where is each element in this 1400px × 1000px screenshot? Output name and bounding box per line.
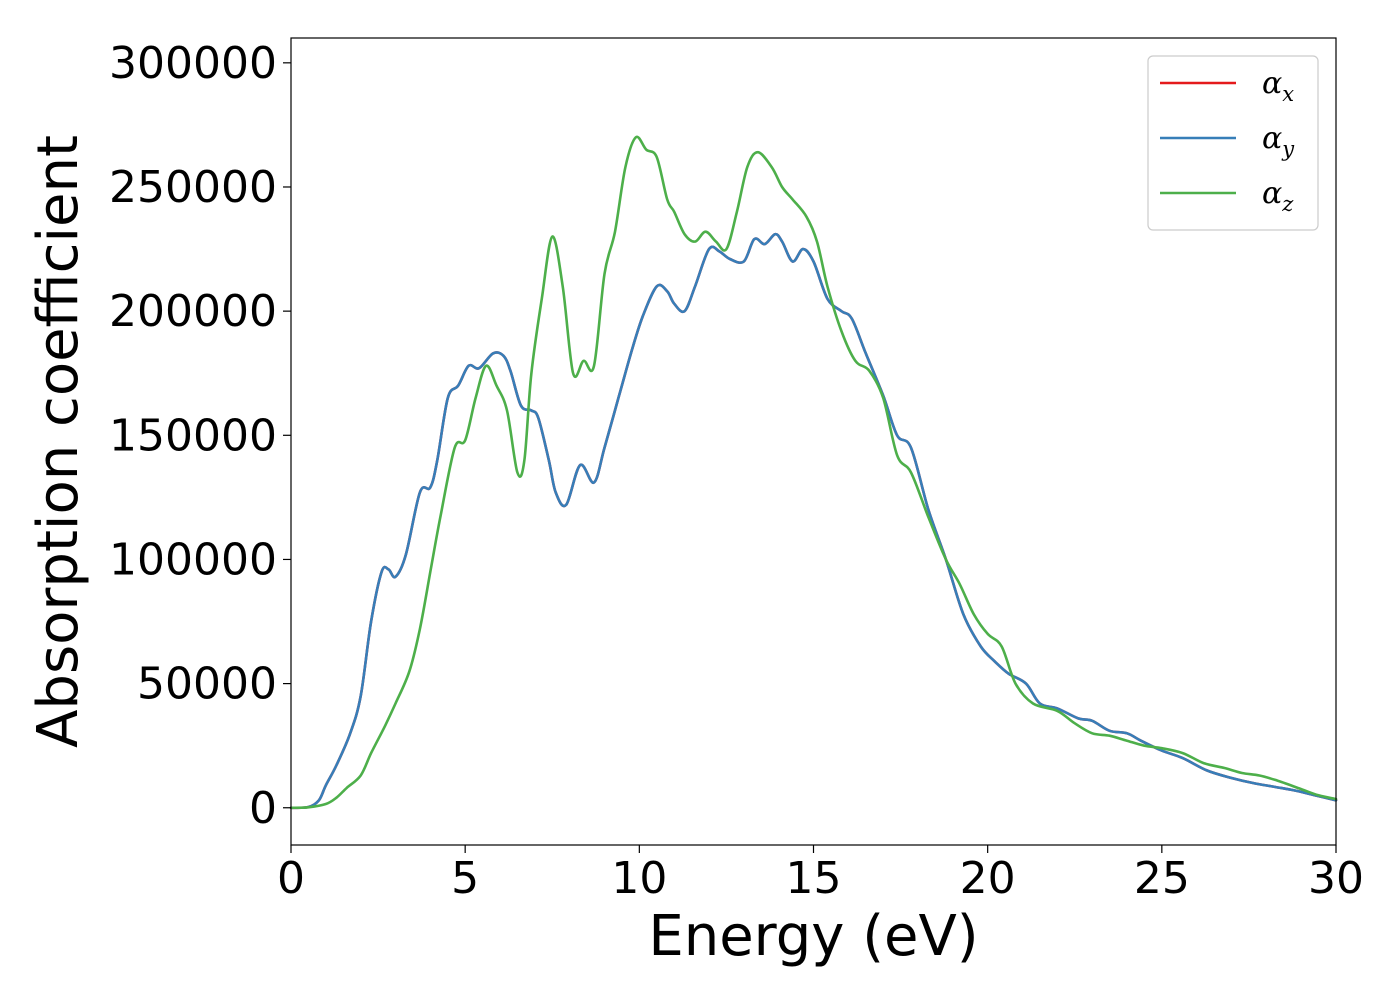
x-axis-label: Energy (eV) xyxy=(648,904,978,969)
y-tick-label: 50000 xyxy=(137,659,277,710)
y-tick-label: 100000 xyxy=(109,534,277,585)
y-tick-label: 300000 xyxy=(109,38,277,89)
series-lines xyxy=(289,135,1338,810)
y-axis-label: Absorption coefficient xyxy=(26,135,91,748)
x-tick-label: 0 xyxy=(277,853,305,904)
x-tick-label: 20 xyxy=(960,853,1016,904)
x-axis-ticks: 0 5 10 15 20 25 30 xyxy=(277,845,1364,904)
x-tick-label: 5 xyxy=(451,853,479,904)
x-tick-label: 30 xyxy=(1308,853,1364,904)
x-tick-label: 15 xyxy=(786,853,842,904)
legend-label-subscript: x xyxy=(1282,82,1294,106)
legend-label-subscript: z xyxy=(1281,192,1294,216)
legend-label-symbol: α xyxy=(1262,66,1282,101)
y-tick-label: 200000 xyxy=(109,286,277,337)
y-tick-label: 250000 xyxy=(109,162,277,213)
x-tick-label: 10 xyxy=(611,853,667,904)
legend-label-alpha-x: αx xyxy=(1262,66,1294,106)
legend-label-symbol: α xyxy=(1262,121,1282,156)
legend-label-alpha-z: αz xyxy=(1262,176,1294,216)
legend-label-symbol: α xyxy=(1262,176,1282,211)
y-tick-label: 150000 xyxy=(109,410,277,461)
legend-label-subscript: y xyxy=(1281,137,1295,161)
series-line-alpha-y xyxy=(289,232,1338,810)
legend-label-alpha-y: αy xyxy=(1262,121,1295,161)
series-line-alpha-z xyxy=(289,135,1338,810)
x-tick-label: 25 xyxy=(1134,853,1190,904)
y-axis-ticks: 0 50000 100000 150000 200000 250000 300000 xyxy=(109,38,291,834)
y-tick-label: 0 xyxy=(249,783,277,834)
legend-box xyxy=(1147,55,1319,231)
